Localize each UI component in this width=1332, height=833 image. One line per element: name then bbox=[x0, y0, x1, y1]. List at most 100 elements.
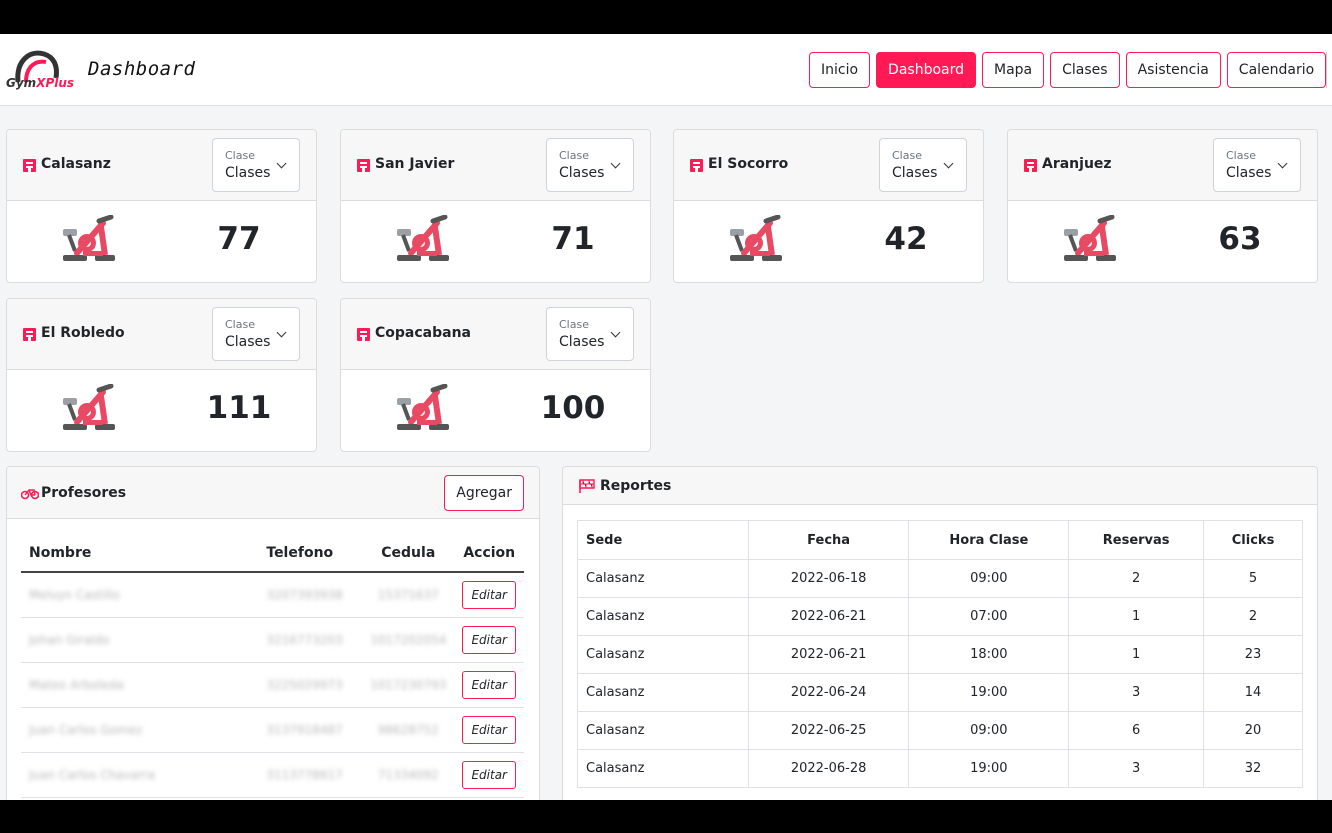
gym-card-header: Copacabana Clase Clases bbox=[341, 299, 650, 370]
building-icon bbox=[1024, 159, 1037, 172]
class-select[interactable]: Clase Clases bbox=[546, 307, 634, 361]
edit-profesor-button[interactable]: Editar bbox=[462, 760, 516, 789]
col-sede: Sede bbox=[577, 520, 749, 560]
profesores-table: Nombre Telefono Cedula Accion Melvyn Cas… bbox=[21, 535, 524, 798]
reportes-panel: Reportes Sede Fecha Hora Clase Reservas … bbox=[562, 466, 1318, 800]
spin-bike-icon bbox=[397, 215, 449, 261]
class-select[interactable]: Clase Clases bbox=[212, 138, 300, 192]
class-select[interactable]: Clase Clases bbox=[1213, 138, 1301, 192]
profesor-telefono: 3207393938 bbox=[258, 572, 363, 618]
table-row: Calasanz 2022-06-18 09:00 2 5 bbox=[577, 559, 1303, 598]
table-row: Calasanz 2022-06-24 19:00 3 14 bbox=[577, 673, 1303, 712]
table-row: Calasanz 2022-06-21 18:00 1 23 bbox=[577, 635, 1303, 674]
class-select-label: Clase bbox=[1226, 149, 1256, 162]
col-telefono: Telefono bbox=[258, 535, 363, 573]
profesor-cedula: 15371637 bbox=[362, 572, 455, 618]
gym-name: El Robledo bbox=[41, 325, 125, 341]
nav-overflow-edge bbox=[1326, 52, 1332, 88]
gym-name: Aranjuez bbox=[1042, 156, 1112, 172]
add-profesor-button[interactable]: Agregar bbox=[444, 475, 524, 511]
gym-card-body: 111 bbox=[7, 370, 316, 451]
col-reservas: Reservas bbox=[1068, 520, 1205, 560]
nav-inicio-button[interactable]: Inicio bbox=[809, 52, 871, 88]
profesor-nombre: Johan Giraldo bbox=[21, 617, 259, 663]
bicycle-icon bbox=[21, 489, 39, 500]
logo-arc-icon bbox=[15, 50, 59, 83]
gym-card-header: El Socorro Clase Clases bbox=[674, 130, 983, 201]
reporte-hora: 19:00 bbox=[908, 749, 1070, 788]
gym-card-header: El Robledo Clase Clases bbox=[7, 299, 316, 370]
flag-icon bbox=[579, 479, 595, 493]
profesor-accion: Editar bbox=[454, 752, 524, 798]
class-count: 71 bbox=[551, 221, 595, 257]
col-nombre: Nombre bbox=[21, 535, 259, 573]
chevron-down-icon bbox=[276, 158, 287, 169]
class-select-value: Clases bbox=[225, 165, 271, 181]
reporte-sede: Calasanz bbox=[577, 673, 749, 712]
gym-card-header: Calasanz Clase Clases bbox=[7, 130, 316, 201]
table-row: Juan Carlos Chavarra 3113778617 71334092 Ed… bbox=[21, 752, 524, 798]
chevron-down-icon bbox=[610, 327, 621, 338]
gym-card: Calasanz Clase Clases 77 bbox=[6, 129, 317, 283]
edit-profesor-button[interactable]: Editar bbox=[462, 625, 516, 654]
spin-bike-icon bbox=[730, 215, 782, 261]
class-select-label: Clase bbox=[559, 149, 589, 162]
building-icon bbox=[23, 328, 36, 341]
spin-bike-icon bbox=[63, 384, 115, 430]
profesor-accion: Editar bbox=[454, 572, 524, 618]
reporte-reservas: 3 bbox=[1068, 749, 1205, 788]
nav-calendario-button[interactable]: Calendario bbox=[1226, 52, 1327, 88]
table-row: Calasanz 2022-06-25 09:00 6 20 bbox=[577, 711, 1303, 750]
building-icon bbox=[690, 159, 703, 172]
profesor-nombre: Mateo Arboleda bbox=[21, 662, 259, 708]
profesores-panel: Profesores Agregar Nombre Telefono Cedul… bbox=[6, 466, 540, 800]
nav-asistencia-button[interactable]: Asistencia bbox=[1125, 52, 1221, 88]
reporte-clicks: 14 bbox=[1203, 673, 1303, 712]
nav-dashboard-button[interactable]: Dashboard bbox=[876, 52, 977, 88]
profesor-accion: Editar bbox=[454, 707, 524, 753]
gymplus-logo[interactable]: GymXPlus bbox=[6, 48, 76, 96]
gym-name: El Socorro bbox=[708, 156, 789, 172]
class-select-value: Clases bbox=[225, 334, 271, 350]
reporte-reservas: 1 bbox=[1068, 635, 1205, 674]
class-count: 63 bbox=[1218, 221, 1262, 257]
edit-profesor-button[interactable]: Editar bbox=[462, 580, 516, 609]
table-row: Calasanz 2022-06-28 19:00 3 32 bbox=[577, 749, 1303, 788]
profesor-nombre: Melvyn Castillo bbox=[21, 572, 259, 618]
table-row: Calasanz 2022-06-21 07:00 1 2 bbox=[577, 597, 1303, 636]
profesor-nombre: Juan Carlos Chavarra bbox=[21, 752, 259, 798]
chevron-down-icon bbox=[610, 158, 621, 169]
reporte-sede: Calasanz bbox=[577, 749, 749, 788]
reporte-fecha: 2022-06-25 bbox=[747, 711, 910, 750]
table-row: Johan Giraldo 3216773203 1017202054 Editar bbox=[21, 617, 524, 663]
class-select[interactable]: Clase Clases bbox=[879, 138, 967, 192]
gym-card-header: San Javier Clase Clases bbox=[341, 130, 650, 201]
class-select[interactable]: Clase Clases bbox=[212, 307, 300, 361]
profesor-accion: Editar bbox=[454, 662, 524, 708]
spin-bike-icon bbox=[1064, 215, 1116, 261]
class-count: 100 bbox=[540, 390, 606, 426]
logo-text: GymXPlus bbox=[6, 76, 75, 90]
profesor-cedula: 98628752 bbox=[362, 707, 455, 753]
profesor-accion: Editar bbox=[454, 617, 524, 663]
gym-name: San Javier bbox=[375, 156, 455, 172]
reporte-hora: 19:00 bbox=[908, 673, 1070, 712]
table-row: Juan Carlos Gomez 3137918487 98628752 Edita… bbox=[21, 707, 524, 753]
gym-name: Calasanz bbox=[41, 156, 111, 172]
edit-profesor-button[interactable]: Editar bbox=[462, 715, 516, 744]
gym-card-body: 71 bbox=[341, 201, 650, 282]
top-navbar: GymXPlus Dashboard Inicio Dashboard Mapa… bbox=[0, 34, 1332, 106]
reporte-fecha: 2022-06-28 bbox=[747, 749, 910, 788]
profesor-telefono: 3225029973 bbox=[258, 662, 363, 708]
class-select[interactable]: Clase Clases bbox=[546, 138, 634, 192]
table-header-row: Sede Fecha Hora Clase Reservas Clicks bbox=[577, 520, 1303, 560]
class-count: 77 bbox=[217, 221, 261, 257]
class-select-value: Clases bbox=[892, 165, 938, 181]
nav-clases-button[interactable]: Clases bbox=[1050, 52, 1120, 88]
table-row: Mateo Arboleda 3225029973 1017230793 Editar bbox=[21, 662, 524, 708]
gym-card: El Robledo Clase Clases 111 bbox=[6, 298, 317, 452]
edit-profesor-button[interactable]: Editar bbox=[462, 670, 516, 699]
nav-mapa-button[interactable]: Mapa bbox=[982, 52, 1045, 88]
building-icon bbox=[357, 159, 370, 172]
reporte-hora: 18:00 bbox=[908, 635, 1070, 674]
